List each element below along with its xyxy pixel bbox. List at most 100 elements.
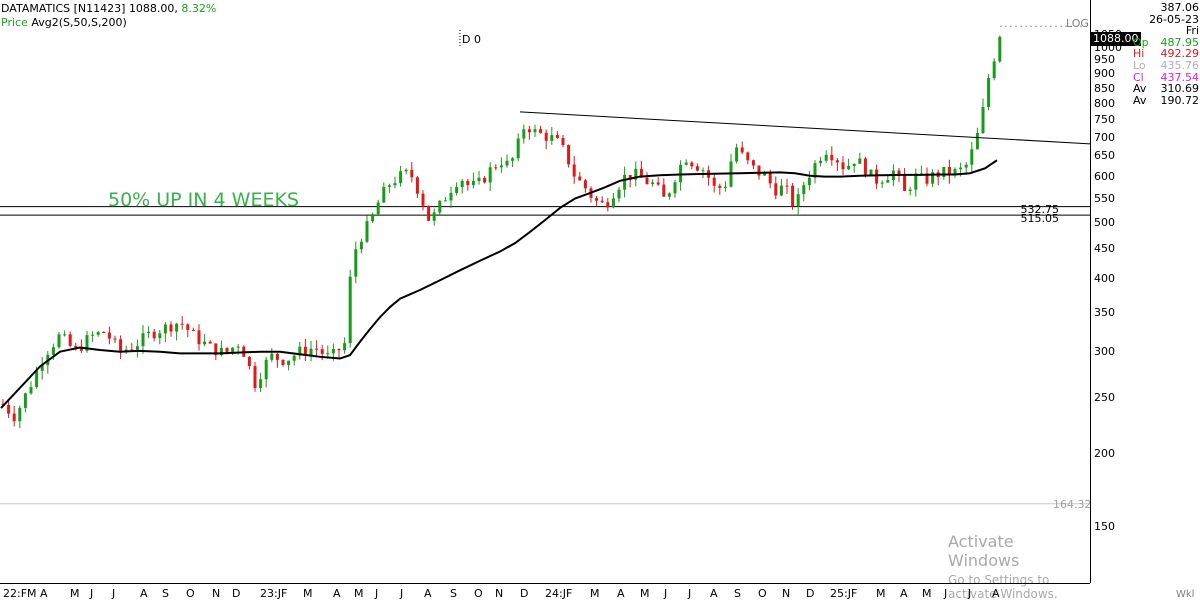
candle-body-328 bbox=[326, 353, 330, 355]
candle-body-759 bbox=[757, 165, 761, 176]
symbol-label: DATAMATICS [N11423] bbox=[1, 2, 126, 15]
x-tick-label: D bbox=[806, 587, 815, 600]
candle-body-305 bbox=[303, 346, 307, 356]
candle-body-669 bbox=[667, 193, 671, 197]
x-axis[interactable]: 22:FM A M J J A S O N D 23:JF M A M J J A S O N D 24:JF M A M J J A… bbox=[0, 583, 1090, 603]
x-tick-label: A bbox=[40, 587, 48, 600]
candle-body-541 bbox=[539, 129, 543, 133]
candle-body-977 bbox=[975, 132, 979, 150]
candle-body-697 bbox=[695, 166, 699, 171]
ohlc-row: Av 310.69 bbox=[1133, 83, 1199, 95]
x-tick-label: J bbox=[112, 587, 116, 600]
candle-body-468 bbox=[466, 180, 470, 186]
candle-body-277 bbox=[275, 353, 279, 360]
candle-body-255 bbox=[253, 366, 257, 389]
candle-body-720 bbox=[718, 185, 722, 188]
ohlc-row-label: Hi bbox=[1133, 47, 1145, 61]
candle-body-910 bbox=[908, 189, 912, 191]
candle-body-557 bbox=[555, 135, 559, 139]
candle-body-518 bbox=[516, 138, 520, 159]
candle-body-563 bbox=[561, 138, 565, 146]
candle-body-524 bbox=[522, 129, 526, 139]
candle-body-574 bbox=[572, 164, 576, 177]
ohlc-row-label: Cl bbox=[1133, 70, 1144, 84]
x-tick-label: A bbox=[333, 587, 341, 600]
candle-body-821 bbox=[819, 160, 823, 164]
candle-body-854 bbox=[852, 163, 856, 167]
cursor-label: D 0 bbox=[462, 33, 481, 46]
ohlc-row: Av 190.72 bbox=[1133, 95, 1199, 107]
candle-body-132 bbox=[130, 349, 134, 351]
candle-body-608 bbox=[606, 202, 610, 208]
candle-body-373 bbox=[371, 214, 375, 222]
y-tick-label: 450 bbox=[1094, 242, 1115, 256]
candle-body-210 bbox=[208, 341, 212, 344]
candle-body-53 bbox=[51, 347, 55, 355]
x-tick-label: A bbox=[992, 587, 1000, 600]
y-tick-label: 250 bbox=[1094, 390, 1115, 404]
candle-body-457 bbox=[455, 186, 459, 193]
x-tick-label: O bbox=[474, 587, 483, 600]
candle-body-865 bbox=[863, 158, 867, 175]
candle-body-625 bbox=[623, 174, 627, 190]
x-tick-label: J bbox=[375, 587, 379, 600]
candle-body-776 bbox=[774, 183, 778, 196]
ohlc-date: 26-05-23 Fri bbox=[1149, 12, 1199, 38]
candle-body-513 bbox=[511, 158, 515, 161]
candle-body-815 bbox=[813, 163, 817, 178]
y-tick-label: 500 bbox=[1094, 215, 1115, 229]
x-tick-label: A bbox=[617, 587, 625, 600]
level-lower-label: 515.05 bbox=[1020, 212, 1060, 225]
x-tick-label: J bbox=[688, 587, 692, 600]
candle-body-529 bbox=[527, 129, 531, 133]
candle-body-737 bbox=[735, 147, 739, 162]
level-bottom-label: 164.32 bbox=[1053, 498, 1092, 511]
y-tick-label: 550 bbox=[1094, 191, 1115, 205]
candle-body-233 bbox=[231, 347, 235, 352]
ohlc-panel: 387.06 26-05-23 Fri Op 487.95 Hi 492.29 Lo 43… bbox=[1133, 2, 1199, 106]
candle-body-944 bbox=[942, 167, 946, 177]
scale-hint-label[interactable]: Wkl bbox=[1176, 589, 1195, 600]
candle-body-972 bbox=[970, 149, 974, 165]
x-tick-label: J bbox=[968, 587, 972, 600]
candle-body-165 bbox=[163, 324, 167, 334]
candle-body-345 bbox=[343, 343, 347, 351]
ohlc-row: Lo 435.76 bbox=[1133, 60, 1199, 72]
candle-body-485 bbox=[483, 177, 487, 183]
candle-body-70 bbox=[68, 334, 72, 346]
candle-body-3 bbox=[1, 403, 5, 405]
y-tick-label: 700 bbox=[1094, 130, 1115, 144]
price-chart-plot[interactable]: DATAMATICS [N11423] 1088.00, 8.32% Price… bbox=[0, 0, 1092, 601]
candle-body-356 bbox=[354, 249, 358, 277]
candle-body-983 bbox=[981, 107, 985, 133]
windows-watermark: Activate Windows Go to Settings to activ… bbox=[948, 532, 1090, 601]
candle-body-837 bbox=[835, 160, 839, 163]
y-axis[interactable]: 150 200 250 300 350 400 450 500 550 600 650 700 750 8… bbox=[1090, 0, 1131, 583]
candle-body-367 bbox=[365, 221, 369, 242]
candle-body-899 bbox=[897, 170, 901, 175]
candle-body-675 bbox=[673, 182, 677, 194]
candle-body-619 bbox=[617, 189, 621, 199]
candle-body-221 bbox=[219, 347, 223, 356]
candle-body-143 bbox=[141, 333, 145, 347]
candle-body-160 bbox=[158, 333, 162, 339]
x-tick-label: J bbox=[944, 587, 948, 600]
candle-body-585 bbox=[583, 180, 587, 189]
x-tick-label: A bbox=[710, 587, 718, 600]
chart-header: DATAMATICS [N11423] 1088.00, 8.32% Price… bbox=[1, 2, 216, 30]
candle-body-378 bbox=[376, 202, 380, 215]
candle-body-451 bbox=[449, 192, 453, 201]
candle-body-714 bbox=[712, 177, 716, 186]
ohlc-row-value: 487.95 bbox=[1160, 35, 1200, 49]
x-tick-label: M bbox=[640, 587, 650, 600]
candle-body-849 bbox=[847, 166, 851, 170]
candle-body-809 bbox=[807, 177, 811, 186]
y-tick-label: 150 bbox=[1094, 519, 1115, 533]
candle-body-692 bbox=[690, 162, 694, 167]
x-tick-label: N bbox=[212, 587, 221, 600]
candle-body-37 bbox=[35, 370, 39, 388]
log-scale-label[interactable]: LOG bbox=[1066, 17, 1089, 30]
candle-body-42 bbox=[40, 365, 44, 371]
candle-body-317 bbox=[315, 348, 319, 350]
ohlc-row-value: 310.69 bbox=[1160, 82, 1200, 96]
